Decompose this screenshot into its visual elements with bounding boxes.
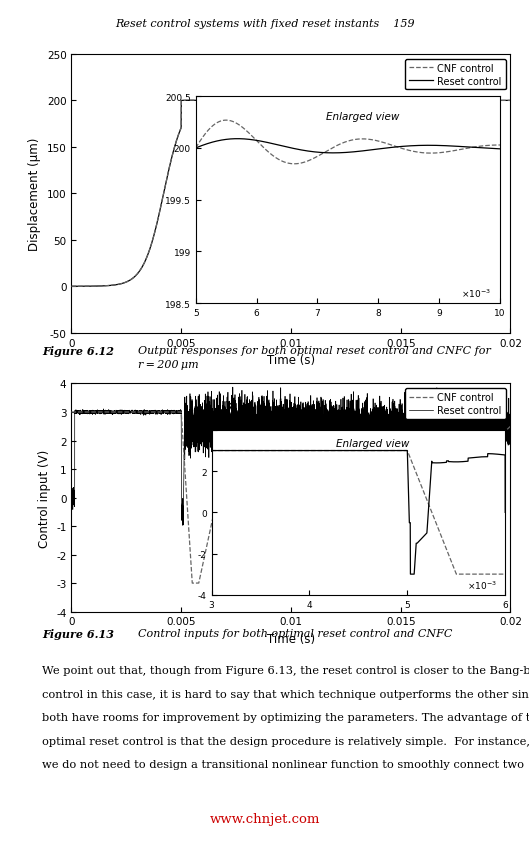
CNF control xyxy=(68,408,75,418)
CNF control xyxy=(283,555,289,565)
Reset control xyxy=(95,407,101,417)
X-axis label: Time (s): Time (s) xyxy=(267,632,315,646)
Reset control xyxy=(154,408,161,418)
CNF control xyxy=(154,217,161,227)
Y-axis label: Displacement (μm): Displacement (μm) xyxy=(28,138,41,251)
CNF control xyxy=(332,587,338,597)
Text: Enlarged view: Enlarged view xyxy=(336,439,410,449)
Reset control xyxy=(70,493,77,503)
CNF control xyxy=(484,96,490,106)
Text: $\times10^{-3}$: $\times10^{-3}$ xyxy=(461,287,491,300)
Reset control xyxy=(86,282,93,292)
Text: r = 200 μm: r = 200 μm xyxy=(138,360,198,370)
Y-axis label: Control input (V): Control input (V) xyxy=(38,449,51,547)
CNF control xyxy=(95,282,101,292)
Reset control xyxy=(189,96,196,106)
Reset control xyxy=(484,96,490,106)
Text: Figure 6.12: Figure 6.12 xyxy=(42,346,114,357)
Reset control xyxy=(283,425,289,435)
CNF control xyxy=(70,282,77,292)
Reset control xyxy=(283,96,289,106)
Reset control xyxy=(507,426,514,436)
CNF control xyxy=(95,408,101,418)
CNF control xyxy=(507,96,514,106)
CNF control xyxy=(68,282,75,292)
Text: Figure 6.13: Figure 6.13 xyxy=(42,628,114,639)
CNF control xyxy=(507,422,514,432)
Text: Enlarged view: Enlarged view xyxy=(326,111,400,122)
CNF control xyxy=(86,282,93,292)
Reset control xyxy=(86,407,93,417)
Text: Reset control systems with fixed reset instants    159: Reset control systems with fixed reset i… xyxy=(115,19,414,29)
CNF control xyxy=(484,444,490,454)
Text: control in this case, it is hard to say that which technique outperforms the oth: control in this case, it is hard to say … xyxy=(42,689,529,699)
Reset control xyxy=(230,382,236,392)
Text: We point out that, though from Figure 6.13, the reset control is closer to the B: We point out that, though from Figure 6.… xyxy=(42,665,529,675)
Reset control xyxy=(484,419,490,429)
Line: Reset control: Reset control xyxy=(71,387,510,526)
Text: www.chnjet.com: www.chnjet.com xyxy=(209,813,320,825)
Legend: CNF control, Reset control: CNF control, Reset control xyxy=(405,60,506,90)
CNF control xyxy=(86,408,93,418)
CNF control xyxy=(188,96,195,106)
CNF control xyxy=(70,408,77,418)
Line: CNF control: CNF control xyxy=(71,413,510,592)
Reset control xyxy=(68,282,75,292)
Text: Output responses for both optimal reset control and CNFC for: Output responses for both optimal reset … xyxy=(138,346,490,356)
Reset control xyxy=(180,521,186,531)
CNF control xyxy=(154,408,161,418)
Line: Reset control: Reset control xyxy=(71,101,510,287)
CNF control xyxy=(283,96,289,106)
Reset control xyxy=(154,217,161,227)
Reset control xyxy=(68,497,75,507)
Text: Control inputs for both optimal reset control and CNFC: Control inputs for both optimal reset co… xyxy=(138,628,452,638)
Reset control xyxy=(70,282,77,292)
Text: optimal reset control is that the design procedure is relatively simple.  For in: optimal reset control is that the design… xyxy=(42,736,529,746)
Text: both have rooms for improvement by optimizing the parameters. The advantage of t: both have rooms for improvement by optim… xyxy=(42,712,529,722)
Reset control xyxy=(95,282,101,292)
Text: we do not need to design a transitional nonlinear function to smoothly connect t: we do not need to design a transitional … xyxy=(42,760,524,770)
Text: $\times10^{-3}$: $\times10^{-3}$ xyxy=(467,579,496,592)
Legend: CNF control, Reset control: CNF control, Reset control xyxy=(405,389,506,419)
Reset control xyxy=(507,96,514,106)
X-axis label: Time (s): Time (s) xyxy=(267,354,315,367)
Line: CNF control: CNF control xyxy=(71,101,510,287)
